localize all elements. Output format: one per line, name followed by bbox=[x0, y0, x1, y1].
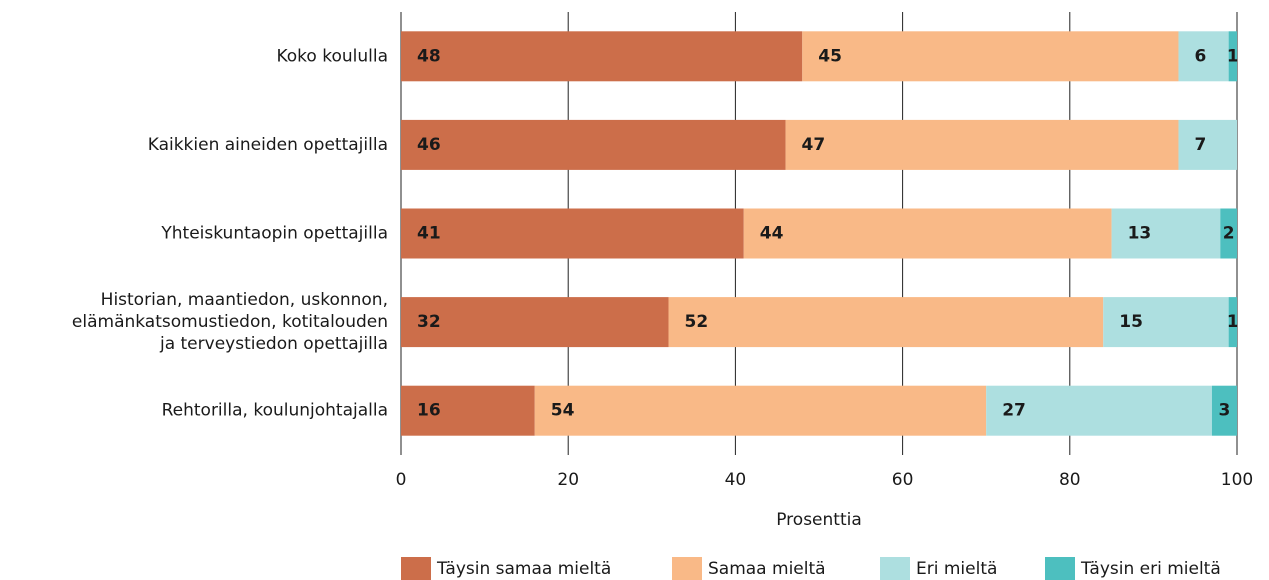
value-label: 6 bbox=[1194, 46, 1206, 66]
value-label: 52 bbox=[685, 312, 709, 332]
bar-segment bbox=[986, 385, 1212, 436]
value-label: 2 bbox=[1223, 224, 1235, 244]
value-label: 47 bbox=[802, 135, 826, 155]
value-label: 27 bbox=[1002, 401, 1026, 421]
legend-label: Täysin eri mieltä bbox=[1080, 559, 1221, 579]
bar-segment bbox=[802, 31, 1179, 82]
value-label: 1 bbox=[1227, 46, 1239, 66]
y-tick-label: Kaikkien aineiden opettajilla bbox=[148, 135, 388, 155]
y-tick-label: Rehtorilla, koulunjohtajalla bbox=[162, 401, 388, 421]
bar-segment bbox=[1220, 208, 1237, 259]
value-label: 32 bbox=[417, 312, 441, 332]
bar-segment bbox=[401, 385, 535, 436]
value-label: 15 bbox=[1119, 312, 1143, 332]
bar-segment bbox=[401, 208, 744, 259]
legend-label: Täysin samaa mieltä bbox=[436, 559, 611, 579]
bar-segment bbox=[1103, 297, 1229, 348]
bar-segment bbox=[1178, 31, 1229, 82]
value-label: 1 bbox=[1227, 312, 1239, 332]
x-tick-label: 0 bbox=[396, 470, 407, 490]
legend-swatch bbox=[672, 557, 702, 580]
y-tick-label: Yhteiskuntaopin opettajilla bbox=[160, 224, 388, 244]
legend-label: Samaa mieltä bbox=[708, 559, 826, 579]
bar-segment bbox=[1111, 208, 1221, 259]
y-tick-label: Historian, maantiedon, uskonnon, elämänka… bbox=[72, 290, 388, 354]
value-label: 16 bbox=[417, 401, 441, 421]
bar-segment bbox=[401, 31, 803, 82]
legend-swatch bbox=[1045, 557, 1075, 580]
bar-segment bbox=[1228, 31, 1237, 82]
bar-segment bbox=[534, 385, 987, 436]
x-tick-label: 20 bbox=[557, 470, 579, 490]
x-axis-label: Prosenttia bbox=[776, 510, 862, 530]
x-tick-label: 60 bbox=[892, 470, 914, 490]
value-label: 41 bbox=[417, 224, 441, 244]
value-label: 7 bbox=[1194, 135, 1206, 155]
x-tick-label: 100 bbox=[1221, 470, 1253, 490]
value-label: 46 bbox=[417, 135, 441, 155]
legend-swatch bbox=[401, 557, 431, 580]
value-label: 44 bbox=[760, 224, 784, 244]
legend-label: Eri mieltä bbox=[916, 559, 997, 579]
bar-segment bbox=[1228, 297, 1237, 348]
bar-segment bbox=[401, 119, 786, 170]
value-label: 54 bbox=[551, 401, 575, 421]
value-label: 13 bbox=[1128, 224, 1152, 244]
bar-segment bbox=[743, 208, 1112, 259]
bar-segment bbox=[401, 297, 669, 348]
bar-segment bbox=[785, 119, 1179, 170]
x-tick-label: 80 bbox=[1059, 470, 1081, 490]
x-tick-label: 40 bbox=[725, 470, 747, 490]
value-label: 45 bbox=[818, 46, 842, 66]
legend-swatch bbox=[880, 557, 910, 580]
bar-segment bbox=[668, 297, 1104, 348]
y-tick-label: Koko koululla bbox=[276, 46, 388, 66]
value-label: 3 bbox=[1219, 401, 1231, 421]
value-label: 48 bbox=[417, 46, 441, 66]
bar-segment bbox=[1211, 385, 1237, 436]
bar-segment bbox=[1178, 119, 1237, 170]
